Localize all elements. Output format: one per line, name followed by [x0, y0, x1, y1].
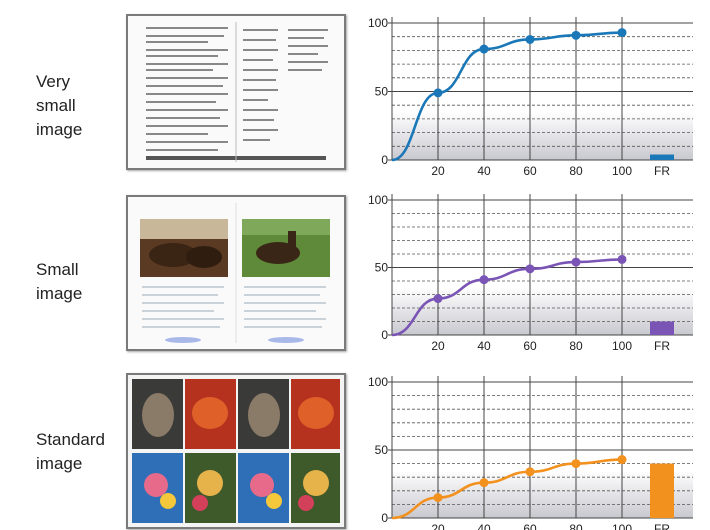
x-tick-label: 20	[431, 522, 445, 530]
row-standard-image: Standard image 0 50 100 20 40 60 8	[0, 355, 710, 530]
x-tick-label: FR	[654, 339, 670, 353]
y-tick-label: 50	[375, 261, 389, 275]
x-tick-label: 100	[612, 339, 632, 353]
background-gradient-band	[392, 112, 693, 160]
x-tick-label: 80	[569, 339, 583, 353]
data-point	[571, 257, 581, 267]
row-label-line: small	[36, 96, 76, 115]
fr-bar	[650, 321, 674, 335]
y-tick-label: 0	[381, 511, 388, 525]
y-tick-label: 100	[368, 375, 388, 389]
x-tick-label: FR	[654, 164, 670, 178]
x-tick-label: 100	[612, 164, 632, 178]
x-tick-label: 60	[523, 522, 537, 530]
data-point	[525, 264, 535, 274]
x-tick-label: 20	[431, 164, 445, 178]
chart-svg: 0 50 100 20 40 60 80 100 FR	[368, 193, 693, 353]
row-label-line: image	[36, 284, 83, 303]
data-point	[479, 275, 489, 285]
data-point	[571, 459, 581, 469]
data-point	[617, 28, 627, 38]
chart-svg: 0 50 100 20 40 60 80 100 FR	[368, 375, 693, 530]
y-tick-label: 100	[368, 193, 388, 207]
horse-photo-thumbnail	[126, 195, 346, 351]
flower-art-thumbnail	[126, 373, 346, 529]
background-gradient-band	[392, 287, 693, 335]
document-thumbnail	[126, 14, 346, 170]
chart-small-image: 0 50 100 20 40 60 80 100 FR	[360, 175, 710, 353]
y-tick-label: 100	[368, 16, 388, 30]
data-point	[617, 254, 627, 264]
background-gradient-band	[392, 470, 693, 518]
data-point	[571, 30, 581, 40]
x-tick-label: 40	[477, 164, 491, 178]
row-label-line: Standard	[36, 430, 105, 449]
document-page-image	[128, 16, 344, 168]
x-tick-label: 20	[431, 339, 445, 353]
row-very-small-image: Very small image	[0, 0, 710, 178]
x-tick-label: 100	[612, 522, 632, 530]
fr-bar	[650, 463, 674, 518]
y-tick-label: 50	[375, 443, 389, 457]
row-small-image: Small image 0 50 100 20 40 6	[0, 175, 710, 353]
fr-bar	[650, 154, 674, 160]
row-label-line: Small	[36, 260, 79, 279]
chart-standard-image: 0 50 100 20 40 60 80 100 FR	[360, 355, 710, 530]
x-tick-label: FR	[654, 522, 670, 530]
data-point	[433, 493, 443, 503]
y-tick-label: 0	[381, 153, 388, 167]
row-label-line: image	[36, 454, 83, 473]
x-tick-label: 40	[477, 339, 491, 353]
data-point	[525, 34, 535, 44]
data-point	[479, 44, 489, 54]
data-point	[479, 478, 489, 488]
row-label: Small image	[36, 258, 82, 306]
row-label-line: Very	[36, 72, 71, 91]
chart-svg: 0 50 100 20 40 60 80 100 FR	[368, 16, 693, 178]
y-tick-label: 0	[381, 328, 388, 342]
chart-very-small-image: 0 50 100 20 40 60 80 100 FR	[360, 0, 710, 178]
data-point	[433, 88, 443, 98]
x-tick-label: 60	[523, 164, 537, 178]
row-label: Standard image	[36, 428, 105, 476]
data-point	[525, 467, 535, 477]
data-point	[617, 455, 627, 465]
data-point	[433, 294, 443, 304]
x-tick-label: 80	[569, 164, 583, 178]
row-label-line: image	[36, 120, 83, 139]
x-tick-label: 40	[477, 522, 491, 530]
flower-grid-image	[128, 375, 344, 527]
x-tick-label: 60	[523, 339, 537, 353]
x-tick-label: 80	[569, 522, 583, 530]
y-tick-label: 50	[375, 85, 389, 99]
row-label: Very small image	[36, 70, 82, 142]
horse-page-image	[128, 197, 344, 349]
